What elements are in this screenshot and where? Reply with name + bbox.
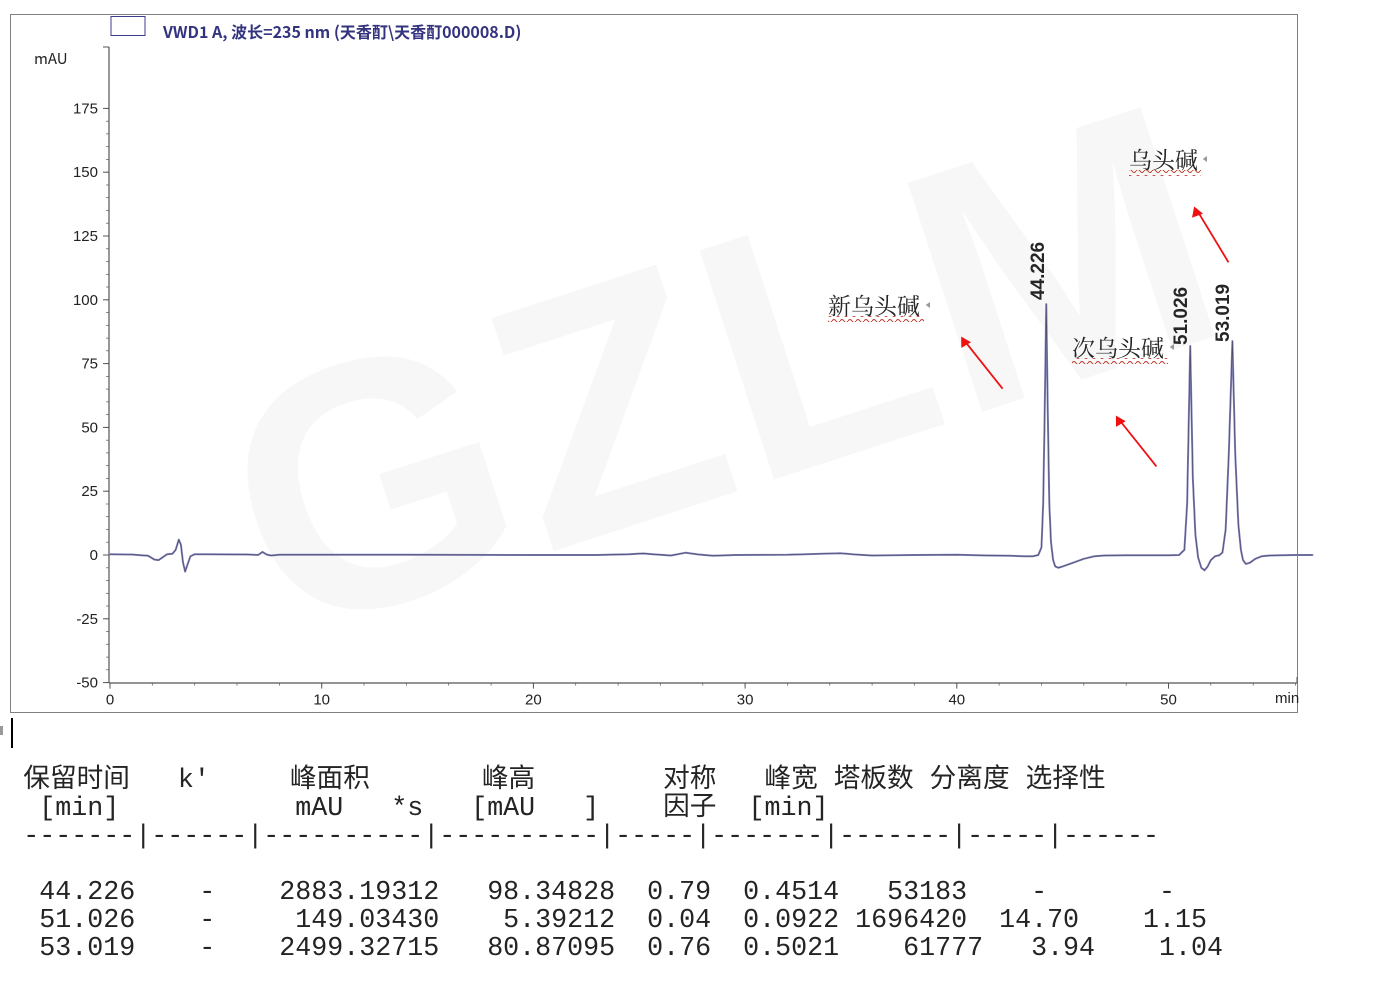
svg-text:53.019: 53.019 (1213, 284, 1234, 342)
svg-text:44.226: 44.226 (1028, 242, 1049, 300)
svg-text:51.026: 51.026 (1171, 287, 1192, 345)
